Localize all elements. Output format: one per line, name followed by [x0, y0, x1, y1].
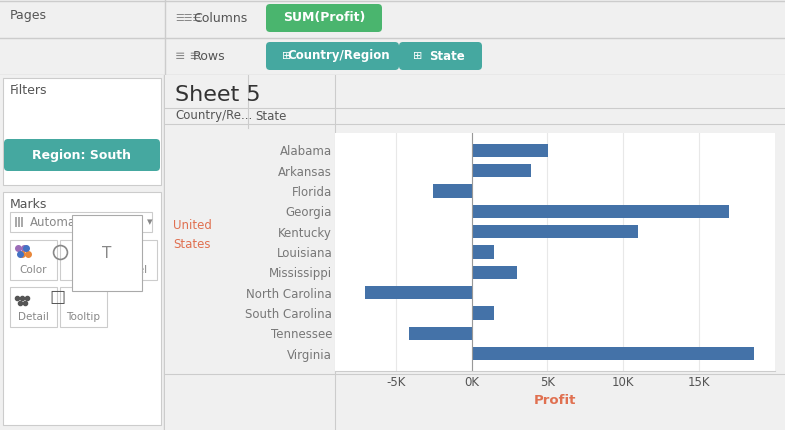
Bar — [472, 347, 754, 360]
Bar — [10, 287, 57, 327]
Bar — [10, 212, 152, 232]
Bar — [472, 246, 495, 258]
Text: T: T — [102, 246, 111, 261]
Bar — [15, 217, 17, 227]
Text: Pages: Pages — [10, 9, 47, 22]
FancyBboxPatch shape — [266, 42, 399, 70]
Bar — [472, 306, 495, 319]
Text: Country/Region: Country/Region — [287, 49, 390, 62]
Text: United
States: United States — [173, 219, 212, 251]
Text: ☐: ☐ — [49, 290, 65, 308]
FancyBboxPatch shape — [266, 4, 382, 32]
Bar — [365, 286, 472, 299]
Text: Region: South: Region: South — [32, 148, 132, 162]
Bar — [60, 240, 107, 280]
Text: Country/Re...: Country/Re... — [175, 110, 252, 123]
Text: Sheet 5: Sheet 5 — [175, 85, 261, 105]
Text: Detail: Detail — [17, 312, 49, 322]
Text: ☰☰☰: ☰☰☰ — [175, 13, 201, 23]
Bar — [21, 217, 23, 227]
Text: Tooltip: Tooltip — [66, 312, 100, 322]
Text: Label: Label — [119, 265, 147, 275]
Bar — [472, 225, 638, 238]
Text: Size: Size — [72, 265, 93, 275]
Text: State: State — [429, 49, 465, 62]
X-axis label: Profit: Profit — [534, 394, 576, 407]
Text: Rows: Rows — [193, 49, 225, 62]
Bar — [472, 266, 517, 279]
Text: SUM(Profit): SUM(Profit) — [283, 12, 365, 25]
Bar — [472, 205, 729, 218]
Bar — [60, 287, 107, 327]
FancyBboxPatch shape — [4, 139, 160, 171]
Bar — [18, 217, 20, 227]
Bar — [472, 164, 531, 177]
Text: Color: Color — [20, 265, 47, 275]
Bar — [409, 327, 472, 340]
Text: State: State — [255, 110, 287, 123]
Text: Automatic: Automatic — [30, 215, 90, 228]
Bar — [3, 78, 161, 185]
Bar — [472, 144, 548, 157]
Bar — [3, 192, 161, 425]
FancyBboxPatch shape — [399, 42, 482, 70]
Text: ⊞: ⊞ — [282, 51, 291, 61]
Text: ⊞: ⊞ — [413, 51, 422, 61]
Text: Filters: Filters — [10, 83, 48, 96]
Bar — [433, 184, 472, 198]
Text: ≡ ≡: ≡ ≡ — [175, 49, 200, 62]
Text: Columns: Columns — [193, 12, 247, 25]
Bar — [110, 240, 157, 280]
Bar — [10, 240, 57, 280]
Text: Marks: Marks — [10, 197, 47, 211]
Text: ▾: ▾ — [147, 217, 152, 227]
